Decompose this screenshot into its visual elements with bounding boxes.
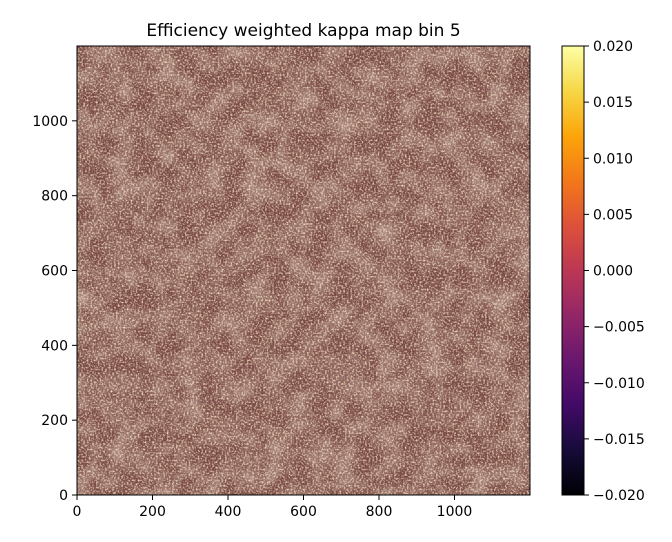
x-axis: 0 200 400 600 800 1000 xyxy=(73,495,473,520)
y-axis: 0 200 400 600 800 1000 xyxy=(32,114,77,504)
y-tick-label: 600 xyxy=(41,264,68,280)
colorbar-tick-label: 0.015 xyxy=(593,95,633,111)
y-tick-label: 0 xyxy=(59,488,68,504)
x-tick-label: 1000 xyxy=(437,504,473,520)
y-tick-label: 200 xyxy=(41,413,68,429)
x-tick-label: 0 xyxy=(73,504,82,520)
x-tick-label: 200 xyxy=(139,504,166,520)
x-tick-label: 600 xyxy=(290,504,317,520)
colorbar xyxy=(561,45,585,496)
colorbar-tick-label: 0.010 xyxy=(593,151,633,167)
chart-title: Efficiency weighted kappa map bin 5 xyxy=(146,21,460,41)
heatmap-image xyxy=(77,46,530,495)
y-tick-label: 800 xyxy=(41,189,68,205)
colorbar-tick-label: −0.010 xyxy=(593,376,645,392)
colorbar-axis: 0.020 0.015 0.010 0.005 0.000 −0.005 −0.010 −0.… xyxy=(584,39,645,504)
x-tick-label: 800 xyxy=(366,504,393,520)
x-tick-label: 400 xyxy=(215,504,242,520)
y-tick-label: 1000 xyxy=(32,114,68,130)
colorbar-tick-label: 0.005 xyxy=(593,207,633,223)
colorbar-tick-label: 0.000 xyxy=(593,264,633,280)
colorbar-tick-label: −0.005 xyxy=(593,320,645,336)
colorbar-tick-label: −0.015 xyxy=(593,432,645,448)
colorbar-tick-label: −0.020 xyxy=(593,488,645,504)
colorbar-tick-label: 0.020 xyxy=(593,39,633,55)
y-tick-label: 400 xyxy=(41,338,68,354)
